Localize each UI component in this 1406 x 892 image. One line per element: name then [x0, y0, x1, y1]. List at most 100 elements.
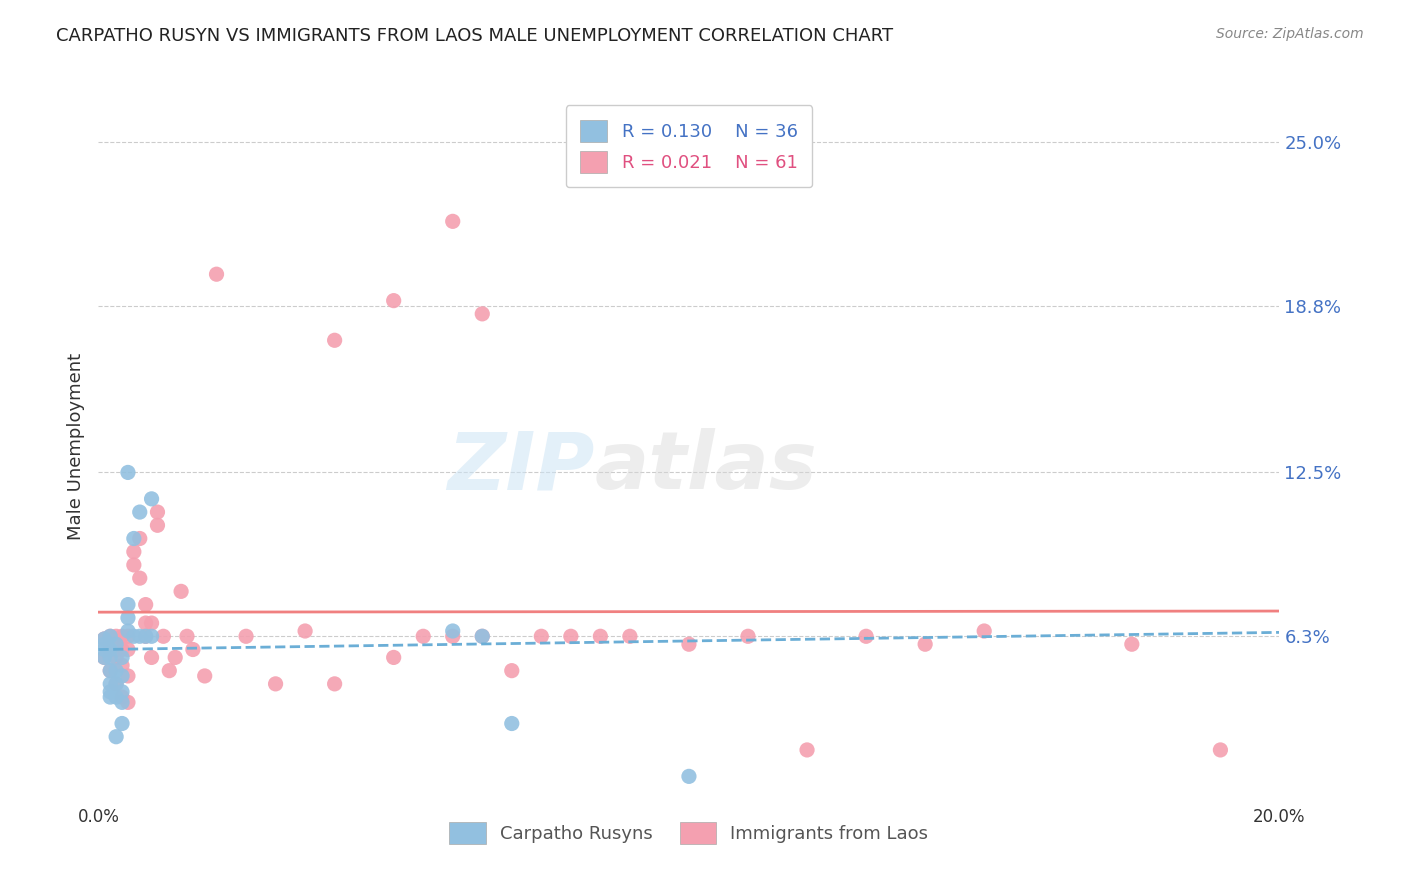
Point — [1121, 637, 1143, 651]
Text: atlas: atlas — [595, 428, 817, 507]
Point — [737, 629, 759, 643]
Point — [122, 558, 145, 572]
Point — [111, 642, 134, 657]
Point — [135, 629, 157, 643]
Point — [111, 690, 134, 704]
Point — [93, 637, 115, 651]
Point — [146, 518, 169, 533]
Point — [105, 637, 128, 651]
Point — [128, 571, 150, 585]
Point — [441, 629, 464, 643]
Point — [105, 642, 128, 657]
Point — [111, 658, 134, 673]
Point — [111, 716, 134, 731]
Point — [105, 690, 128, 704]
Point — [117, 669, 139, 683]
Point — [111, 669, 134, 683]
Point — [93, 650, 115, 665]
Point — [117, 466, 139, 480]
Point — [235, 629, 257, 643]
Point — [796, 743, 818, 757]
Point — [93, 632, 115, 646]
Point — [141, 650, 163, 665]
Y-axis label: Male Unemployment: Male Unemployment — [66, 352, 84, 540]
Point — [170, 584, 193, 599]
Point — [412, 629, 434, 643]
Point — [678, 637, 700, 651]
Point — [117, 598, 139, 612]
Point — [117, 629, 139, 643]
Point — [111, 650, 134, 665]
Point — [471, 307, 494, 321]
Point — [382, 293, 405, 308]
Point — [141, 616, 163, 631]
Point — [141, 491, 163, 506]
Point — [471, 629, 494, 643]
Point — [105, 730, 128, 744]
Point — [530, 629, 553, 643]
Point — [98, 685, 121, 699]
Point — [560, 629, 582, 643]
Point — [117, 611, 139, 625]
Point — [165, 650, 187, 665]
Point — [157, 664, 180, 678]
Point — [135, 616, 157, 631]
Point — [1209, 743, 1232, 757]
Point — [205, 267, 228, 281]
Point — [128, 505, 150, 519]
Point — [93, 642, 115, 657]
Point — [441, 214, 464, 228]
Point — [323, 677, 346, 691]
Point — [914, 637, 936, 651]
Point — [93, 650, 115, 665]
Point — [441, 624, 464, 638]
Point — [98, 642, 121, 657]
Point — [141, 629, 163, 643]
Point — [146, 505, 169, 519]
Point — [111, 695, 134, 709]
Point — [264, 677, 287, 691]
Point — [98, 650, 121, 665]
Point — [589, 629, 612, 643]
Point — [105, 677, 128, 691]
Text: ZIP: ZIP — [447, 428, 595, 507]
Point — [294, 624, 316, 638]
Point — [501, 716, 523, 731]
Point — [117, 695, 139, 709]
Point — [382, 650, 405, 665]
Point — [111, 685, 134, 699]
Point — [152, 629, 174, 643]
Point — [135, 598, 157, 612]
Point — [176, 629, 198, 643]
Point — [98, 690, 121, 704]
Text: CARPATHO RUSYN VS IMMIGRANTS FROM LAOS MALE UNEMPLOYMENT CORRELATION CHART: CARPATHO RUSYN VS IMMIGRANTS FROM LAOS M… — [56, 27, 893, 45]
Point — [98, 642, 121, 657]
Text: Source: ZipAtlas.com: Source: ZipAtlas.com — [1216, 27, 1364, 41]
Point — [98, 629, 121, 643]
Point — [117, 624, 139, 638]
Point — [194, 669, 217, 683]
Point — [619, 629, 641, 643]
Point — [111, 629, 134, 643]
Point — [323, 333, 346, 347]
Point — [855, 629, 877, 643]
Point — [501, 664, 523, 678]
Point — [105, 650, 128, 665]
Point — [98, 664, 121, 678]
Point — [93, 632, 115, 646]
Point — [105, 664, 128, 678]
Point — [122, 629, 145, 643]
Point — [973, 624, 995, 638]
Point — [128, 532, 150, 546]
Point — [122, 545, 145, 559]
Point — [135, 629, 157, 643]
Point — [678, 769, 700, 783]
Point — [98, 664, 121, 678]
Point — [122, 532, 145, 546]
Point — [105, 629, 128, 643]
Point — [181, 642, 204, 657]
Point — [471, 629, 494, 643]
Legend: Carpatho Rusyns, Immigrants from Laos: Carpatho Rusyns, Immigrants from Laos — [443, 814, 935, 851]
Point — [98, 629, 121, 643]
Point — [128, 629, 150, 643]
